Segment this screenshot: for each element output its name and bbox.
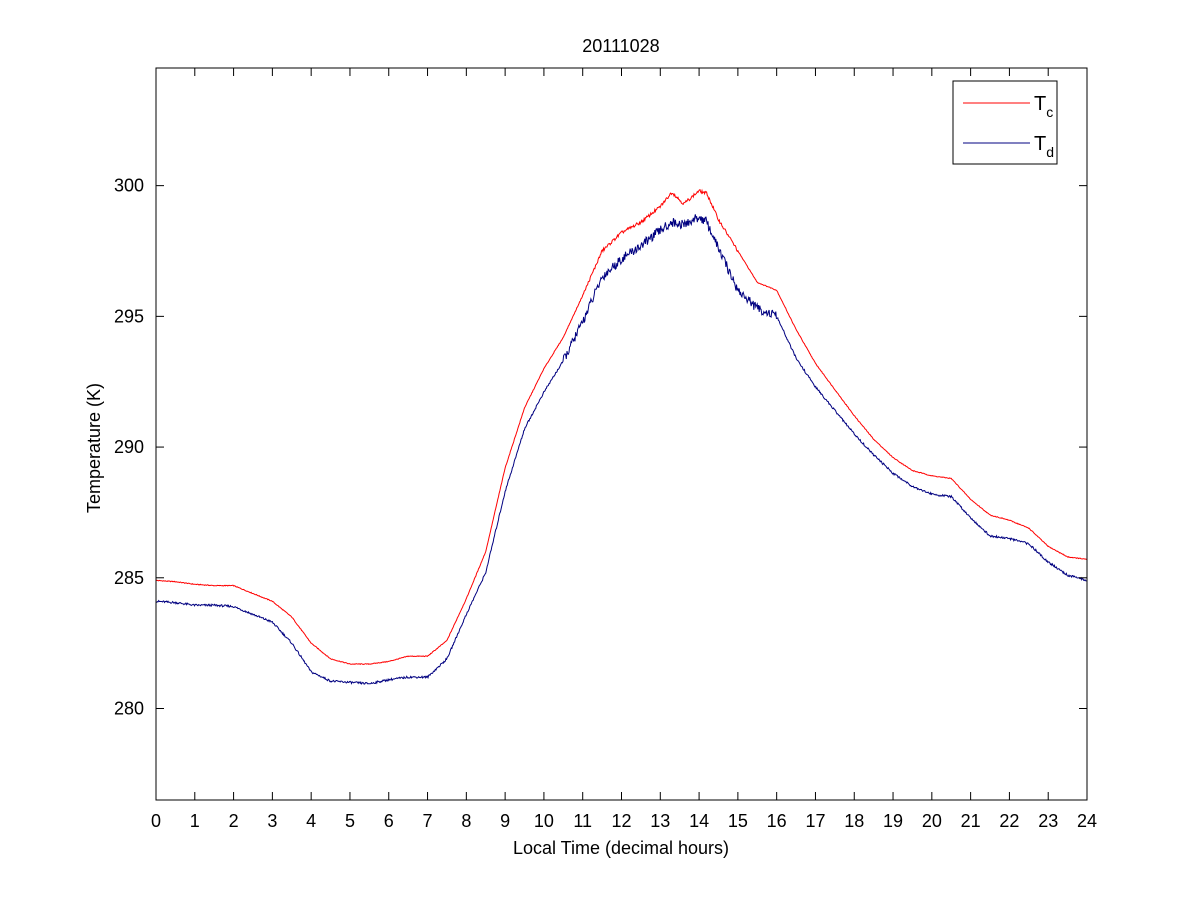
x-tick-label: 5 (345, 811, 355, 831)
y-tick-label: 295 (114, 306, 144, 326)
x-tick-label: 23 (1038, 811, 1058, 831)
x-tick-label: 21 (961, 811, 981, 831)
x-tick-label: 13 (650, 811, 670, 831)
x-axis-label: Local Time (decimal hours) (513, 838, 729, 858)
x-tick-label: 19 (883, 811, 903, 831)
y-axis-label: Temperature (K) (84, 383, 104, 513)
x-tick-label: 17 (805, 811, 825, 831)
series-layer (155, 188, 1088, 685)
y-tick-label: 300 (114, 176, 144, 196)
x-tick-label: 3 (267, 811, 277, 831)
x-tick-label: 12 (611, 811, 631, 831)
legend-box (952, 80, 1058, 165)
legend-subscript: d (1046, 144, 1054, 160)
y-tick-label: 290 (114, 437, 144, 457)
series-line-td (156, 214, 1088, 685)
x-tick-label: 11 (573, 811, 592, 831)
x-tick-label: 24 (1077, 811, 1097, 831)
x-tick-label: 10 (534, 811, 554, 831)
y-tick-label: 285 (114, 568, 144, 588)
x-tick-label: 15 (728, 811, 748, 831)
y-tick-label: 280 (114, 699, 144, 719)
x-tick-label: 7 (423, 811, 433, 831)
x-tick-label: 20 (922, 811, 942, 831)
x-tick-label: 6 (384, 811, 394, 831)
x-tick-label: 9 (500, 811, 510, 831)
plot-frame (155, 67, 1088, 801)
x-tick-label: 2 (229, 811, 239, 831)
x-tick-label: 14 (689, 811, 709, 831)
series-line-tc (155, 188, 1088, 666)
x-tick-label: 16 (767, 811, 787, 831)
chart-title: 20111028 (582, 36, 659, 56)
axes-layer: 0 1 2 3 4 5 6 7 8 9 10 11 12 13 14 15 16 17 18 19 20 21 22 23 24… (114, 67, 1097, 831)
x-tick-label: 18 (844, 811, 864, 831)
legend-subscript: c (1046, 104, 1053, 120)
x-tick-label: 4 (306, 811, 316, 831)
x-tick-label: 8 (461, 811, 471, 831)
x-tick-label: 22 (999, 811, 1019, 831)
x-tick-label: 1 (190, 811, 200, 831)
x-tick-label: 0 (151, 811, 161, 831)
